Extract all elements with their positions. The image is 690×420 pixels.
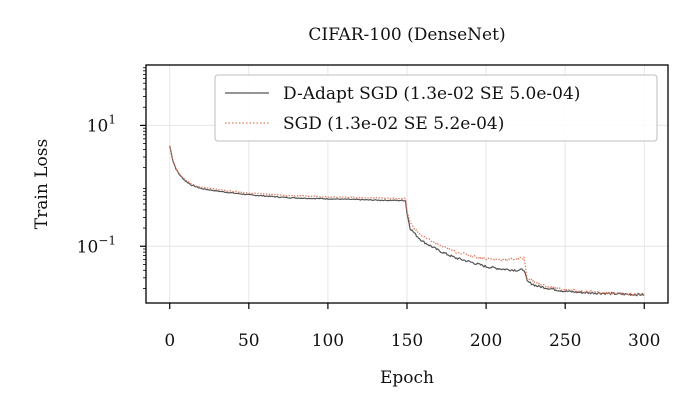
- x-ticks: 0 50 100 150 200 250 300: [164, 303, 660, 351]
- x-tick-label: 250: [549, 331, 581, 351]
- legend: D-Adapt SGD (1.3e-02 SE 5.0e-04) SGD (1.…: [214, 74, 658, 142]
- series-line-d-adapt-sgd: [169, 145, 645, 297]
- legend-label-sgd: SGD (1.3e-02 SE 5.2e-04): [283, 114, 504, 134]
- x-axis-label: Epoch: [380, 368, 434, 388]
- x-tick-label: 0: [164, 331, 175, 351]
- x-tick-label: 200: [470, 331, 502, 351]
- x-tick-label: 100: [312, 331, 344, 351]
- y-axis-label: Train Loss: [32, 139, 52, 229]
- y-tick-exponent: 1: [108, 112, 116, 126]
- y-tick-base: 10: [87, 116, 109, 136]
- legend-box: [214, 74, 658, 142]
- x-tick-label: 50: [238, 331, 260, 351]
- x-tick-label: 150: [391, 331, 423, 351]
- y-tick-label: 10−1: [77, 233, 116, 257]
- series-line-sgd: [169, 145, 645, 296]
- y-tick-exponent: −1: [98, 233, 116, 247]
- y-tick-label: 101: [87, 112, 116, 136]
- chart-title: CIFAR-100 (DenseNet): [308, 25, 505, 45]
- series-lines: [169, 145, 645, 297]
- legend-label-d-adapt: D-Adapt SGD (1.3e-02 SE 5.0e-04): [283, 84, 580, 104]
- x-tick-label: 300: [628, 331, 660, 351]
- y-tick-base: 10: [77, 237, 99, 257]
